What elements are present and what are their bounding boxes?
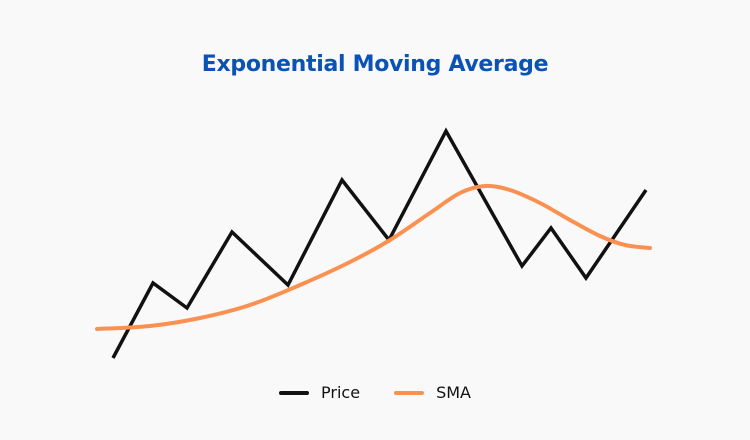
- chart-title: Exponential Moving Average: [201, 52, 549, 77]
- legend-label-price: Price: [321, 383, 361, 402]
- legend-item-sma: SMA: [394, 383, 471, 402]
- series-line-sma: [95, 183, 652, 331]
- legend-swatch-sma: [394, 390, 425, 395]
- legend-swatch-price: [279, 390, 310, 395]
- legend: Price SMA: [0, 383, 750, 402]
- series-line-price: [111, 127, 648, 359]
- legend-item-price: Price: [279, 383, 360, 402]
- legend-label-sma: SMA: [436, 383, 471, 402]
